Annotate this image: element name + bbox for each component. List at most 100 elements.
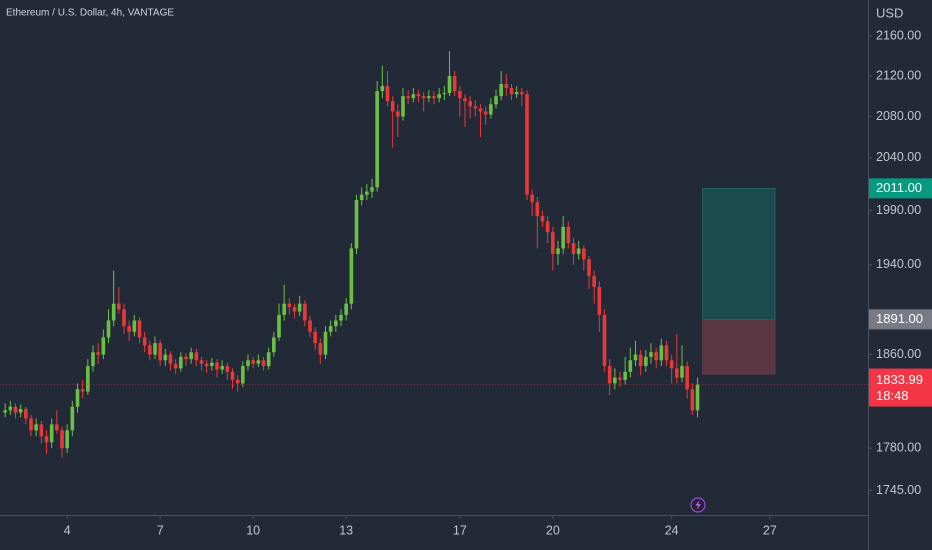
candle-body [24,409,28,419]
candle-body [328,326,333,332]
candle-body [695,384,700,411]
candle-body [303,303,307,321]
currency-label: USD [876,5,903,20]
candle-body [142,337,147,346]
candle-body [153,343,157,355]
candle-body [60,430,64,449]
candle-body [55,424,59,431]
candle-body [70,406,75,431]
candle-body [354,200,359,249]
candle-body [168,354,173,364]
y-tick-label: 1860.00 [876,347,921,361]
candle-body [504,84,509,89]
candle-body [669,360,674,369]
candle-body [602,314,607,367]
y-tick-label: 1780.00 [876,440,921,454]
candle-body [452,75,457,92]
target-label: 2011.00 [876,180,922,195]
plot-area [0,51,868,458]
x-tick-label: 4 [64,523,71,537]
candle-body [313,331,317,344]
candle-body [44,436,49,443]
candle-body [235,379,240,384]
candle-body [659,345,664,361]
candle-body [80,389,85,392]
candle-body [442,93,447,95]
candle-body [3,410,7,413]
entry-label: 1891.00 [876,311,923,326]
candle-body [530,194,534,203]
candle-body [13,406,18,413]
candle-body [282,303,286,315]
candle-body [447,75,452,94]
candle-body [664,345,669,361]
candle-body [587,259,591,276]
candle-body [158,343,162,361]
candle-body [644,356,648,367]
candle-body [401,96,405,117]
alert-icon[interactable] [690,497,706,513]
candle-body [406,96,410,99]
candle-body [396,111,400,117]
candle-body [241,366,245,384]
candle-body [251,360,255,364]
candle-body [75,389,80,407]
candle-body [370,187,374,192]
candle-body [256,360,261,364]
x-tick-label: 13 [339,523,353,537]
candle-body [215,362,219,370]
candle-body [91,352,95,367]
candle-body [437,94,441,99]
candle-body [690,389,695,411]
y-tick-label: 2160.00 [876,28,921,42]
candle-body [122,309,126,327]
candle-body [65,430,69,449]
candle-body [623,371,627,380]
candle-body [111,303,116,321]
candle-body [654,352,658,361]
candle-body [297,303,302,312]
candle-body [483,111,488,115]
candle-body [520,92,524,95]
candle-body [592,275,596,287]
candle-body [8,406,13,411]
candle-body [334,320,338,327]
candle-body [272,337,276,353]
candle-body [545,221,550,233]
candle-body [499,84,503,97]
candle-body [380,86,385,92]
candle-body [566,226,571,244]
candle-body [194,352,199,361]
candle-body [359,194,364,201]
stop-zone [702,319,776,375]
candle-body [607,366,612,384]
candle-body [210,362,214,367]
candle-body [509,88,514,95]
candle-body [106,320,111,338]
countdown-label: 18:48 [876,388,909,403]
candle-body [287,303,292,308]
candle-body [468,101,472,107]
candle-body [137,320,142,338]
candle-body [571,243,576,254]
candle-body [204,363,209,367]
candle-body [101,337,106,355]
target-zone [702,188,776,320]
last-price-box [869,368,932,407]
candle-body [339,314,343,321]
candle-body [132,320,137,332]
candle-body [18,409,23,413]
candle-body [34,424,38,431]
candle-body [411,94,416,99]
candle-body [685,366,689,390]
candle-body [421,96,426,99]
candle-body [463,98,467,102]
chart-title: Ethereum / U.S. Dollar, 4h, VANTAGE [6,8,174,19]
candle-body [535,202,540,217]
candle-body [551,232,555,254]
candle-body [416,94,421,97]
candle-body [344,303,348,315]
candle-body [86,366,90,392]
candle-body [318,343,323,355]
